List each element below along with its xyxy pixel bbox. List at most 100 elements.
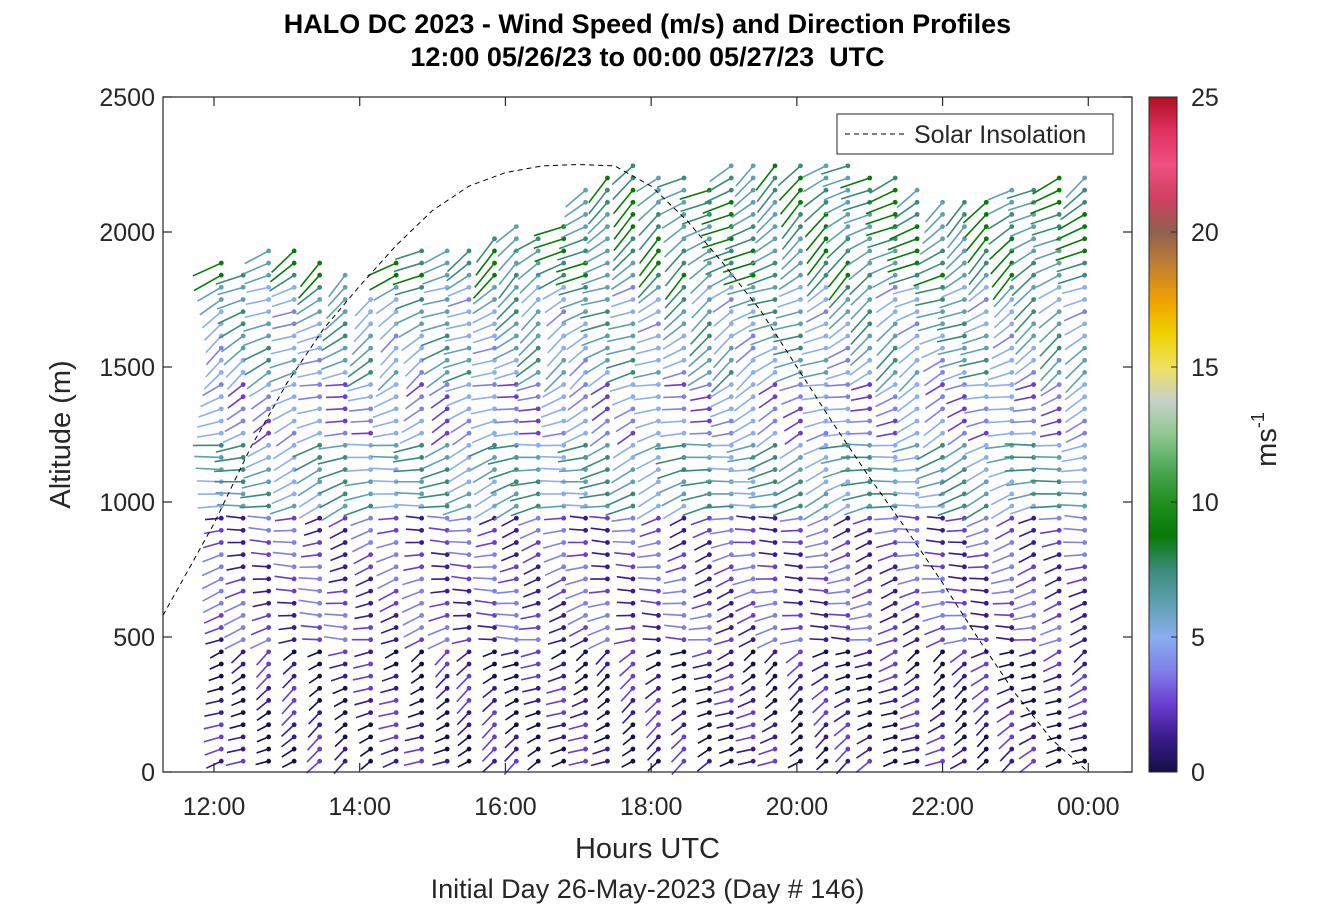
wind-barb-point	[368, 430, 374, 436]
wind-barb-shaft	[803, 335, 827, 344]
wind-barb-point	[728, 588, 734, 594]
wind-barb-shaft	[557, 250, 586, 261]
wind-barb-point	[707, 710, 712, 715]
wind-barb-point	[845, 418, 851, 424]
wind-barb-shaft	[274, 517, 295, 522]
wind-barb-point	[583, 199, 588, 205]
wind-barb-point	[393, 527, 399, 533]
wind-barb-shaft	[662, 590, 685, 595]
wind-barb-point	[1082, 661, 1088, 667]
wind-barb-shaft	[963, 323, 987, 334]
wind-barb-shaft	[404, 736, 422, 742]
wind-barb-point	[1031, 734, 1037, 740]
wind-barb-point	[466, 540, 472, 545]
wind-barb-shaft	[1018, 748, 1035, 760]
wind-barb-shaft	[664, 274, 685, 301]
wind-barb-point	[513, 224, 519, 230]
wind-barb-shaft	[636, 432, 659, 443]
wind-barb-shaft	[637, 468, 659, 483]
wind-barb-point	[605, 467, 610, 472]
wind-barb-point	[218, 685, 224, 691]
wind-barb-shaft	[1041, 541, 1060, 548]
wind-barb-shaft	[757, 564, 776, 568]
wind-barb-shaft	[546, 311, 565, 327]
wind-barb-shaft	[428, 383, 448, 397]
wind-barb-shaft	[641, 517, 659, 527]
wind-barb-point	[342, 637, 348, 643]
wind-barb-point	[914, 370, 920, 375]
wind-barb-shaft	[937, 493, 965, 507]
wind-barb-shaft	[247, 444, 270, 458]
wind-barb-point	[867, 758, 873, 764]
wind-barb-shaft	[380, 748, 397, 756]
wind-barb-point	[444, 746, 450, 752]
wind-barb-shaft	[805, 566, 827, 569]
wind-barb-point	[393, 649, 399, 655]
wind-barb-shaft	[633, 395, 659, 401]
wind-barb-shaft	[850, 311, 871, 333]
wind-barb-point	[940, 224, 945, 230]
wind-barb-shaft	[493, 505, 517, 521]
wind-barb-point	[561, 370, 567, 375]
wind-barb-shaft	[637, 310, 659, 323]
wind-barb-point	[962, 260, 967, 266]
wind-barb-point	[845, 600, 851, 606]
wind-barb-shaft	[329, 663, 346, 669]
wind-barb-shaft	[542, 286, 565, 300]
wind-barb-point	[342, 382, 348, 387]
wind-barb-point	[772, 758, 778, 764]
wind-barb-shaft	[826, 590, 848, 595]
wind-barb-point	[492, 248, 497, 254]
wind-barb-shaft	[401, 590, 422, 600]
wind-barb-shaft	[707, 467, 732, 471]
wind-barb-shaft	[945, 601, 965, 605]
wind-barb-shaft	[828, 311, 849, 330]
wind-barb-point	[291, 637, 297, 643]
wind-barb-shaft	[355, 711, 371, 719]
wind-barb-shaft	[497, 578, 517, 584]
wind-barb-shaft	[731, 566, 754, 572]
wind-barb-shaft	[567, 748, 586, 754]
wind-barb-point	[466, 406, 472, 412]
wind-barb-shaft	[199, 298, 222, 316]
wind-barb-point	[798, 309, 803, 315]
wind-barb-shaft	[967, 566, 987, 569]
wind-barb-shaft	[1068, 687, 1086, 699]
wind-barb-point	[535, 297, 541, 302]
wind-barb-point	[266, 418, 272, 424]
wind-barb-point	[750, 698, 756, 703]
wind-barb-point	[535, 260, 541, 266]
wind-barb-shaft	[496, 408, 517, 411]
wind-barb-shaft	[1055, 225, 1085, 241]
wind-barb-point	[317, 564, 323, 570]
wind-barb-point	[317, 357, 323, 363]
wind-barb-shaft	[1038, 323, 1060, 344]
wind-barb-shaft	[805, 481, 827, 496]
wind-barb-shaft	[962, 395, 987, 401]
wind-barb-shaft	[405, 383, 423, 398]
wind-barb-point	[798, 272, 803, 278]
wind-barb-point	[707, 698, 712, 703]
wind-barb-shaft	[295, 310, 321, 325]
wind-barb-shaft	[201, 578, 222, 590]
wind-barb-point	[393, 260, 399, 266]
wind-barb-shaft	[328, 517, 346, 528]
wind-barb-shaft	[451, 575, 470, 580]
wind-barb-shaft	[273, 456, 295, 472]
wind-barb-point	[962, 685, 967, 691]
wind-barb-shaft	[567, 736, 586, 742]
wind-barb-shaft	[827, 262, 849, 288]
wind-barb-shaft	[897, 578, 918, 586]
wind-barb-shaft	[701, 237, 732, 249]
wind-barb-point	[940, 722, 945, 728]
wind-barb-point	[1082, 224, 1088, 230]
wind-barb-point	[605, 260, 610, 266]
wind-barb-shaft	[735, 736, 754, 742]
wind-barb-point	[630, 710, 636, 715]
wind-barb-point	[728, 345, 734, 351]
wind-barb-shaft	[1012, 614, 1034, 621]
wind-barb-shaft	[755, 626, 776, 636]
wind-barb-shaft	[919, 238, 944, 255]
wind-barb-shaft	[779, 189, 802, 215]
wind-barb-point	[444, 710, 450, 715]
